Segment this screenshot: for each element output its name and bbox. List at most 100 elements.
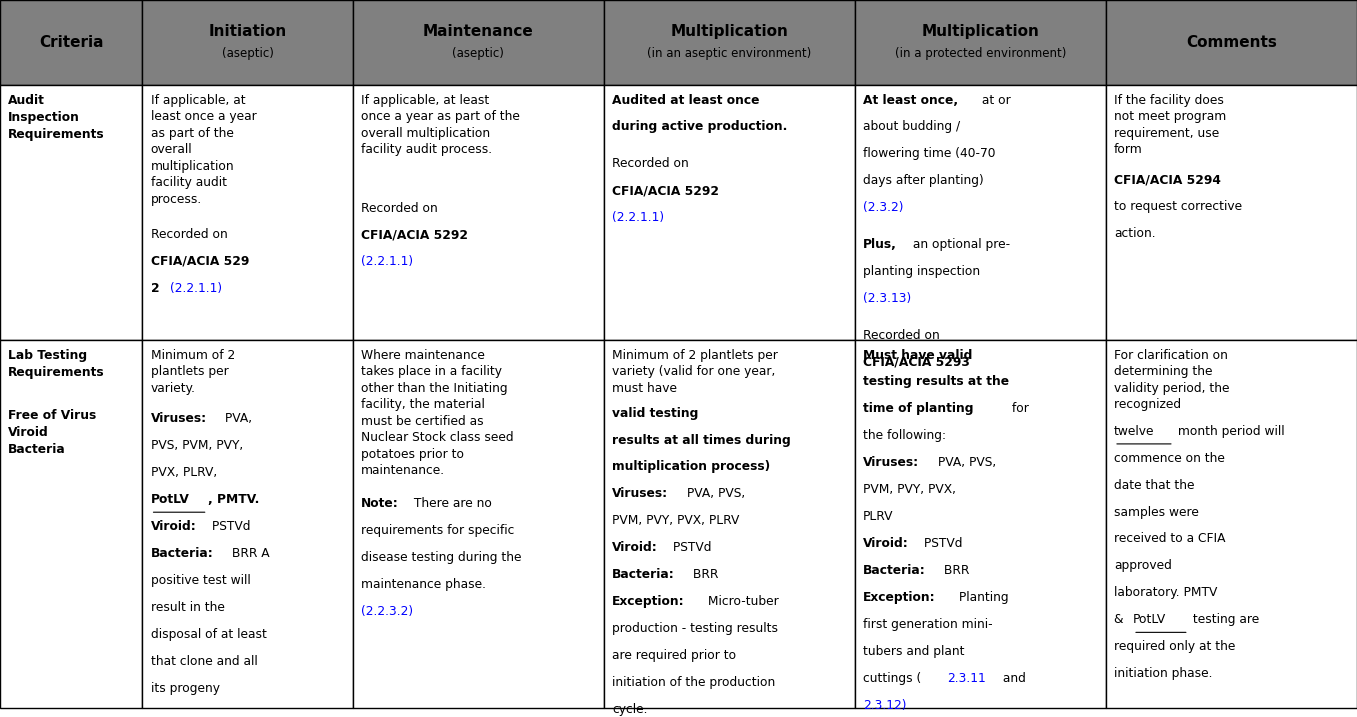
Text: at or: at or — [978, 93, 1011, 107]
Text: Note:: Note: — [361, 498, 399, 511]
Bar — [353, 340, 604, 708]
Text: (2.3.2): (2.3.2) — [863, 201, 904, 214]
Text: disease testing during the: disease testing during the — [361, 551, 521, 564]
Text: Viroid:: Viroid: — [612, 541, 658, 554]
Text: PSTVd: PSTVd — [669, 541, 711, 554]
Text: Plus,: Plus, — [863, 238, 897, 251]
Text: days after planting): days after planting) — [863, 174, 984, 187]
Text: If the facility does
not meet program
requirement, use
form: If the facility does not meet program re… — [1114, 93, 1227, 156]
Bar — [353, 85, 604, 340]
Text: PSTVd: PSTVd — [208, 520, 250, 533]
Bar — [855, 340, 1106, 708]
Text: If applicable, at least
once a year as part of the
overall multiplication
facili: If applicable, at least once a year as p… — [361, 93, 520, 156]
Text: (aseptic): (aseptic) — [452, 47, 505, 60]
Text: PVA, PVS,: PVA, PVS, — [934, 456, 996, 469]
Text: month period will: month period will — [1174, 424, 1285, 438]
Text: Viruses:: Viruses: — [863, 456, 919, 469]
Text: PLRV: PLRV — [863, 510, 893, 523]
Text: CFIA/ACIA 5292: CFIA/ACIA 5292 — [361, 229, 468, 242]
Text: Free of Virus
Viroid
Bacteria: Free of Virus Viroid Bacteria — [8, 409, 96, 456]
Text: CFIA/ACIA 5292: CFIA/ACIA 5292 — [612, 184, 719, 197]
Text: laboratory. PMTV: laboratory. PMTV — [1114, 587, 1217, 599]
Bar — [604, 85, 855, 340]
Text: 2.3.11: 2.3.11 — [947, 672, 987, 685]
Text: At least once,: At least once, — [863, 93, 958, 107]
Text: (2.2.1.1): (2.2.1.1) — [170, 282, 221, 295]
Text: (2.2.1.1): (2.2.1.1) — [612, 211, 664, 224]
Text: PVA, PVS,: PVA, PVS, — [683, 488, 745, 500]
Text: initiation phase.: initiation phase. — [1114, 667, 1213, 680]
Text: Viruses:: Viruses: — [151, 412, 206, 425]
Text: PotLV: PotLV — [151, 493, 190, 506]
Text: disposal of at least: disposal of at least — [151, 627, 266, 641]
Text: Criteria: Criteria — [39, 35, 103, 50]
Bar — [0, 85, 142, 340]
Text: Recorded on: Recorded on — [361, 201, 438, 214]
Text: its progeny: its progeny — [151, 682, 220, 695]
Text: results at all times during: results at all times during — [612, 434, 791, 447]
Text: , PMTV.: , PMTV. — [208, 493, 259, 506]
Text: BRR: BRR — [940, 564, 970, 577]
Text: Lab Testing
Requirements: Lab Testing Requirements — [8, 348, 104, 379]
Text: CFIA/ACIA 5293: CFIA/ACIA 5293 — [863, 356, 970, 369]
Text: action.: action. — [1114, 227, 1156, 240]
Text: CFIA/ACIA 5294: CFIA/ACIA 5294 — [1114, 174, 1221, 186]
Text: the following:: the following: — [863, 429, 946, 442]
Text: Bacteria:: Bacteria: — [151, 547, 213, 560]
Text: PVM, PVY, PVX,: PVM, PVY, PVX, — [863, 483, 957, 496]
Bar — [142, 85, 353, 340]
Text: cycle.: cycle. — [612, 703, 647, 716]
Text: that clone and all: that clone and all — [151, 655, 258, 668]
Text: required only at the: required only at the — [1114, 640, 1235, 653]
Text: Bacteria:: Bacteria: — [863, 564, 925, 577]
Text: Audit
Inspection
Requirements: Audit Inspection Requirements — [8, 93, 104, 141]
Text: Initiation: Initiation — [209, 24, 286, 39]
Text: There are no: There are no — [410, 498, 491, 511]
Text: (2.3.13): (2.3.13) — [863, 292, 912, 305]
Bar — [1106, 0, 1357, 85]
Text: to request corrective: to request corrective — [1114, 200, 1242, 213]
Text: multiplication process): multiplication process) — [612, 460, 771, 473]
Text: Multiplication: Multiplication — [921, 24, 1039, 39]
Bar — [604, 340, 855, 708]
Text: Minimum of 2 plantlets per
variety (valid for one year,
must have: Minimum of 2 plantlets per variety (vali… — [612, 348, 778, 394]
Text: (2.2.3.2): (2.2.3.2) — [361, 605, 413, 618]
Text: maintenance phase.: maintenance phase. — [361, 578, 486, 592]
Bar — [0, 0, 142, 85]
Text: CFIA/ACIA 529: CFIA/ACIA 529 — [151, 255, 248, 267]
Text: PVA,: PVA, — [221, 412, 252, 425]
Text: planting inspection: planting inspection — [863, 265, 980, 278]
Text: If applicable, at
least once a year
as part of the
overall
multiplication
facili: If applicable, at least once a year as p… — [151, 93, 256, 206]
Text: Audited at least once: Audited at least once — [612, 93, 760, 107]
Text: Comments: Comments — [1186, 35, 1277, 50]
Bar — [1106, 85, 1357, 340]
Text: Minimum of 2
plantlets per
variety.: Minimum of 2 plantlets per variety. — [151, 348, 235, 394]
Text: Exception:: Exception: — [863, 591, 936, 604]
Bar — [855, 0, 1106, 85]
Text: Viruses:: Viruses: — [612, 488, 668, 500]
Text: PVS, PVM, PVY,: PVS, PVM, PVY, — [151, 440, 243, 452]
Text: valid testing: valid testing — [612, 407, 699, 419]
Text: Recorded on: Recorded on — [612, 157, 689, 170]
Text: samples were: samples were — [1114, 505, 1200, 518]
Text: Planting: Planting — [955, 591, 1010, 604]
Text: &: & — [1114, 613, 1128, 626]
Text: flowering time (40-70: flowering time (40-70 — [863, 148, 996, 161]
Text: Micro-tuber: Micro-tuber — [704, 595, 779, 608]
Text: Recorded on: Recorded on — [151, 228, 228, 241]
Bar — [353, 0, 604, 85]
Bar — [604, 0, 855, 85]
Text: PSTVd: PSTVd — [920, 537, 962, 550]
Text: positive test will: positive test will — [151, 574, 251, 587]
Text: Bacteria:: Bacteria: — [612, 568, 674, 581]
Bar — [1106, 340, 1357, 708]
Text: and: and — [999, 672, 1026, 685]
Text: 2.3.12): 2.3.12) — [863, 698, 906, 711]
Text: Must have valid: Must have valid — [863, 348, 973, 361]
Bar — [142, 0, 353, 85]
Text: Viroid:: Viroid: — [863, 537, 909, 550]
Text: cuttings (: cuttings ( — [863, 672, 921, 685]
Text: PVM, PVY, PVX, PLRV: PVM, PVY, PVX, PLRV — [612, 514, 740, 527]
Text: (aseptic): (aseptic) — [221, 47, 274, 60]
Text: date that the: date that the — [1114, 479, 1194, 492]
